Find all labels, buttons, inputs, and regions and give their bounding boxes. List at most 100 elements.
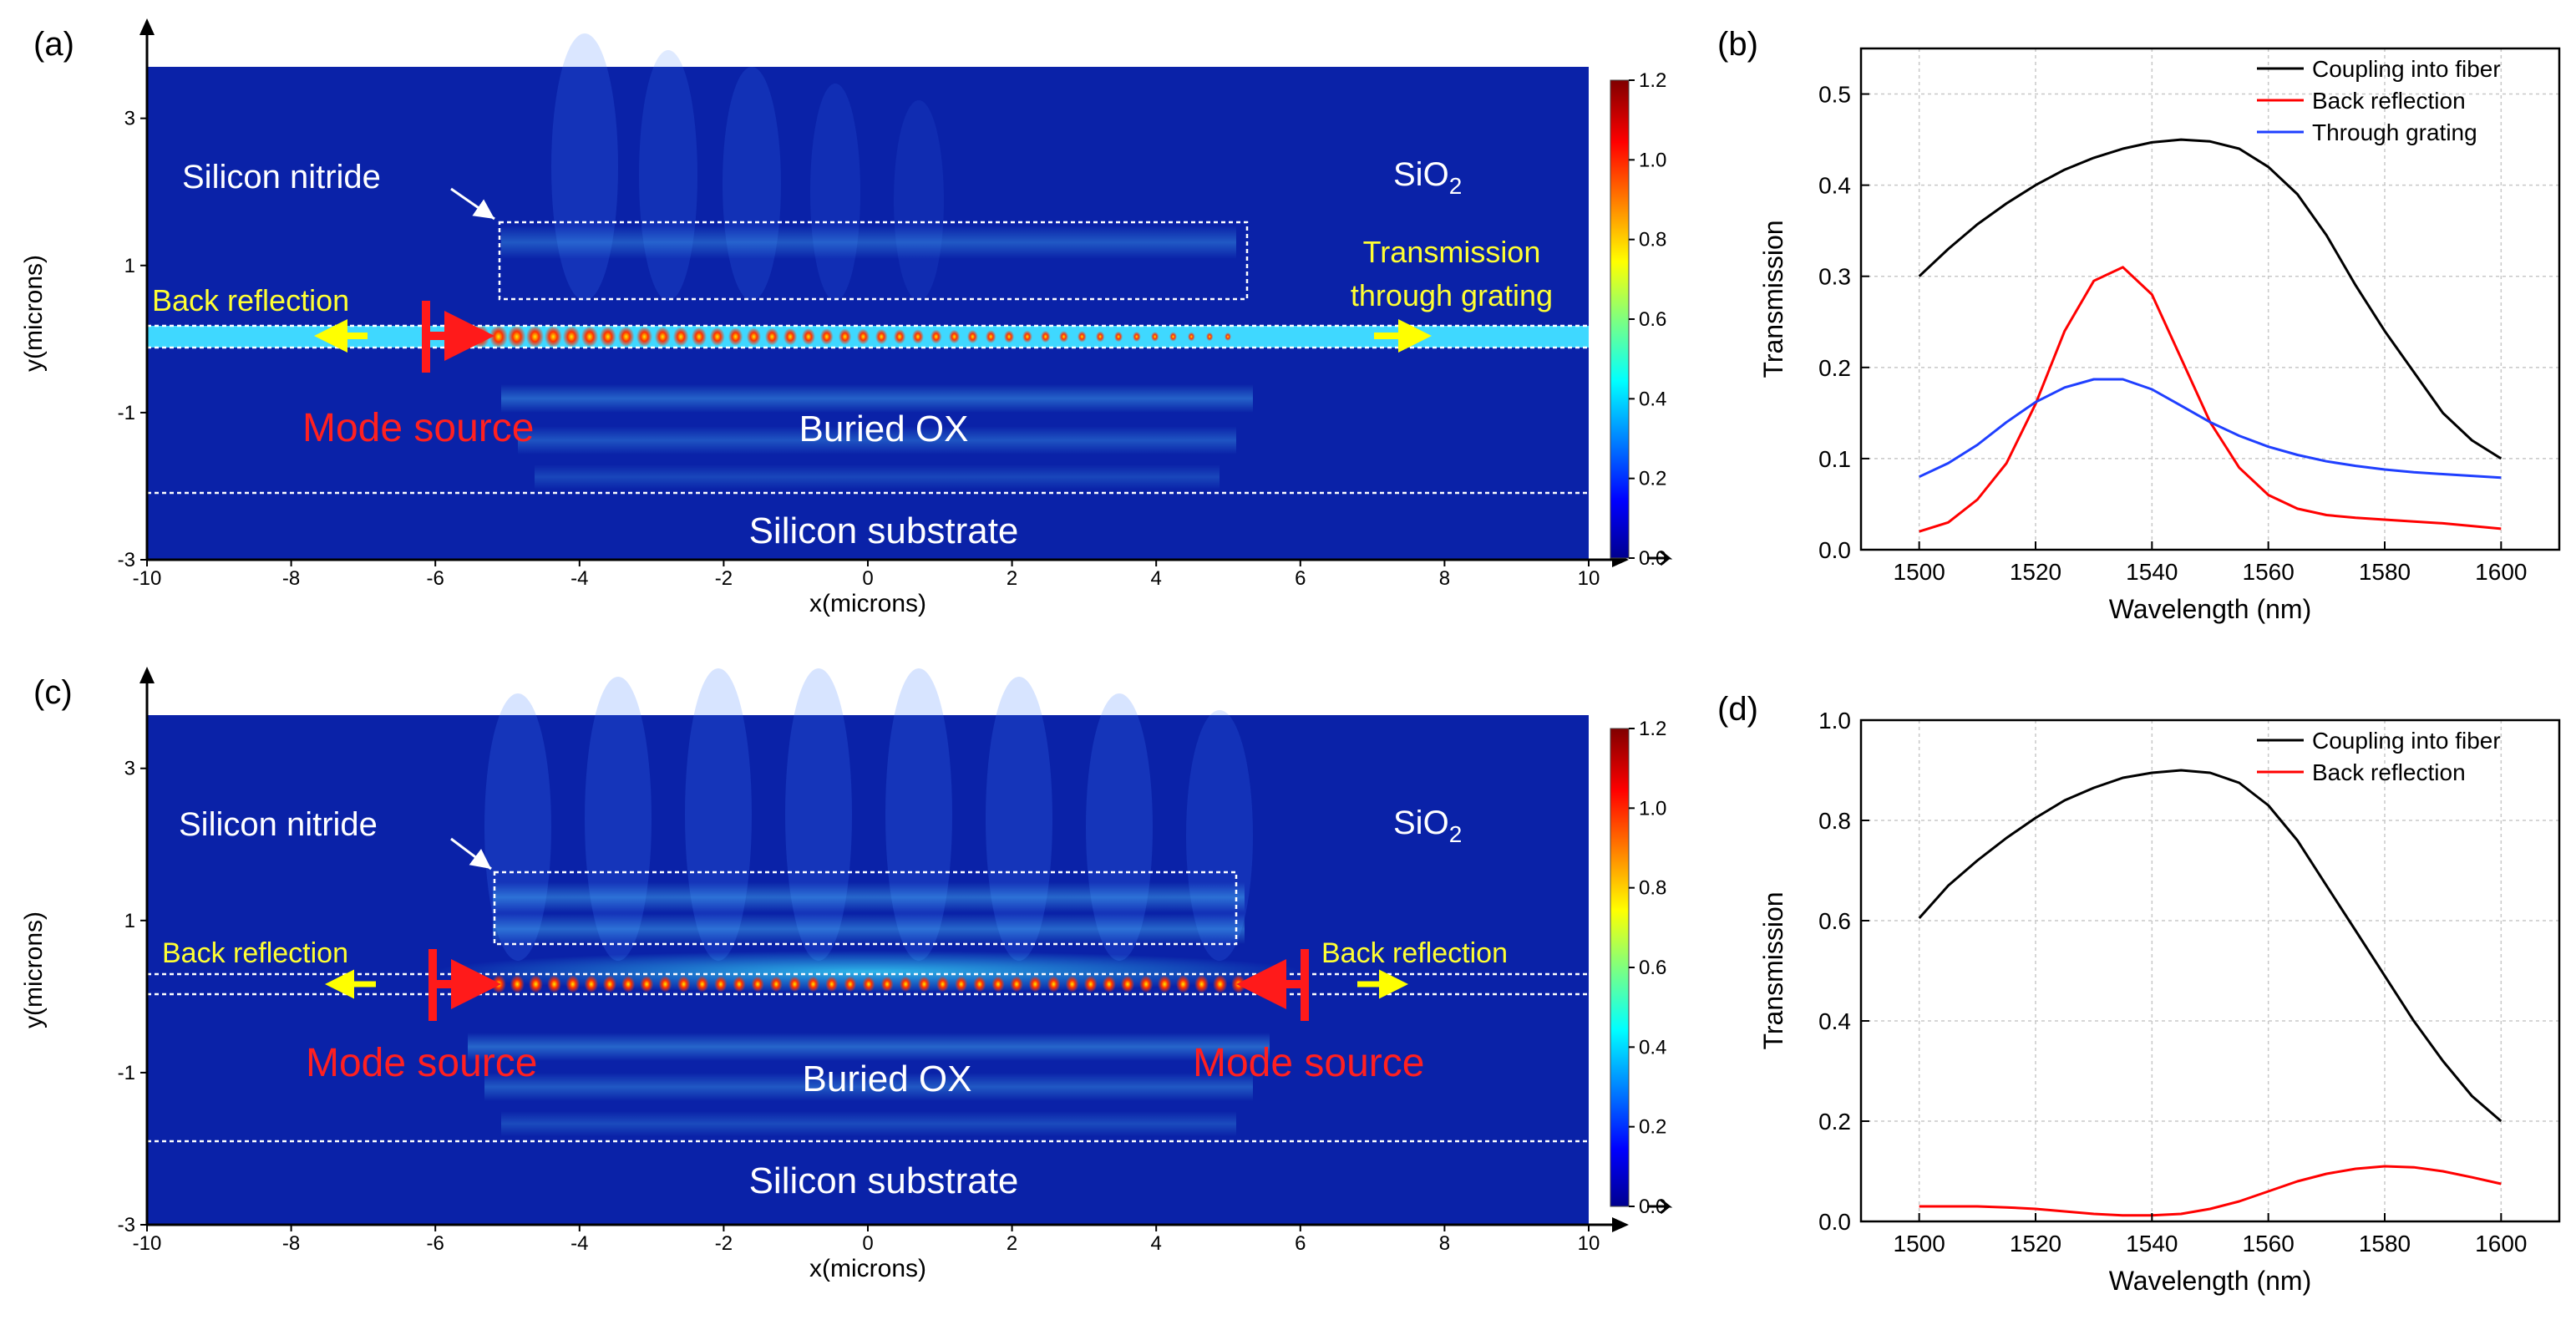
colorbar-tick-label: 1.2 [1639, 718, 1666, 740]
field-hotspot [844, 976, 857, 993]
x-tick-label: 1520 [2010, 559, 2061, 585]
nitride-pointer-a [450, 187, 495, 221]
field-hotspot [1040, 330, 1051, 343]
plot-b: 1500 1520 1540 1560 1580 1600 0.0 0.1 0.2 0.3 0.4 0… [1758, 47, 2561, 624]
field-hotspot [1095, 331, 1105, 343]
axes-a: -10 -8 -6 -4 -2 0 2 4 6 8 10 -3 -1 1 3 x(microns) y(micr… [20, 18, 1629, 617]
colorbar-c [1610, 728, 1630, 1207]
field-hotspot [955, 976, 968, 993]
y-axis-label: y(microns) [20, 911, 48, 1028]
x-tick-label: -4 [570, 1232, 588, 1255]
x-tick-label: 2 [1007, 567, 1017, 590]
field-hotspot [893, 329, 906, 344]
field-hotspot [1194, 975, 1209, 993]
field-hotspot [1187, 332, 1195, 342]
legend-entry: Coupling into fiber [2312, 728, 2501, 754]
y-tick-label: 0.0 [1818, 537, 1851, 563]
field-hotspot [691, 327, 707, 347]
field-hotspot [709, 327, 725, 347]
field-hotspot [1150, 332, 1159, 342]
plot-area [1861, 720, 2559, 1221]
x-tick-label: 6 [1295, 1232, 1306, 1255]
field-hotspot [862, 976, 875, 993]
y-tick-label: 3 [124, 758, 135, 780]
back-reflection-label-a: Back reflection [152, 283, 349, 317]
colorbar-a [1610, 79, 1630, 559]
nitride-glow-1-c [493, 882, 1245, 912]
colorbar-tick-label: 0.2 [1639, 468, 1666, 490]
field-hotspot [1010, 976, 1023, 993]
legend-entry: Back reflection [2312, 759, 2466, 785]
colorbar-tick-label: 0.6 [1639, 957, 1666, 979]
buried-ox-label-a: Buried OX [799, 409, 969, 449]
field-hotspot [636, 326, 653, 348]
substrate-label-c: Silicon substrate [749, 1160, 1019, 1201]
colorbar-tick-label: 0.4 [1639, 388, 1666, 410]
x-axis-label: x(microns) [809, 1255, 926, 1282]
y-tick-label: -3 [118, 1214, 135, 1236]
field-hotspot [547, 975, 561, 993]
nitride-label-a: Silicon nitride [182, 159, 381, 195]
field-hotspot [769, 976, 783, 993]
field-hotspot [899, 976, 912, 993]
box-glow-3-a [535, 465, 1220, 490]
box-glow-2-c [484, 1073, 1253, 1101]
field-hotspot [801, 327, 815, 346]
y-axis-label: y(microns) [20, 255, 48, 372]
y-tick-label: -3 [118, 549, 135, 571]
sio2-label-a: SiO2 [1393, 156, 1462, 199]
x-axis-label: x(microns) [809, 590, 926, 617]
field-hotspot [807, 976, 820, 993]
field-hotspot [470, 325, 490, 348]
y-tick-label: 1 [124, 255, 135, 277]
colorbar-arrow [1647, 550, 1673, 566]
y-tick-label: 0.4 [1818, 1008, 1851, 1034]
x-tick-label: -4 [570, 567, 588, 590]
field-hotspot [599, 326, 616, 348]
field-hotspot [617, 326, 635, 348]
panel-label-c: (c) [33, 674, 73, 711]
field-hotspot [714, 976, 728, 993]
y-axis-arrowhead [139, 667, 155, 683]
x-tick-label: -6 [427, 1232, 444, 1255]
field-hotspot [991, 976, 1005, 993]
nitride-glow-a [501, 226, 1236, 259]
field-hotspot [911, 329, 924, 344]
colorbar-tick-label: 1.0 [1639, 797, 1666, 820]
field-hotspot [489, 325, 508, 348]
y-axis-arrowhead [139, 18, 155, 35]
field-hotspot [1022, 330, 1032, 343]
panel-b: (b) 1500 1520 1540 1560 1580 1600 0.0 0.1 0.2 0.3… [1717, 26, 2561, 624]
field-hotspot [838, 328, 852, 345]
x-tick-label: -2 [715, 1232, 733, 1255]
box-glow-1-c [468, 1033, 1270, 1061]
back-reflection-label-left-c: Back reflection [162, 937, 348, 969]
mode-source-label-a: Mode source [302, 406, 534, 450]
x-tick-label: 10 [1578, 567, 1600, 590]
y-tick-label: 0.3 [1818, 264, 1851, 290]
y-tick-label: 0.5 [1818, 82, 1851, 108]
field-hotspot [1077, 331, 1087, 343]
plot-area [1861, 48, 2559, 550]
field-hotspot [658, 976, 672, 993]
field-hotspot [917, 976, 931, 993]
x-tick-label: -10 [133, 567, 162, 590]
field-hotspot [1169, 332, 1178, 342]
panel-a: (a) Silicon nitride SiO2 Back reflection [20, 18, 1673, 617]
y-tick-label: 0.4 [1818, 173, 1851, 199]
field-hotspot [1065, 976, 1079, 993]
nitride-glow-2-c [493, 914, 1245, 944]
field-hotspot [1205, 332, 1214, 342]
mode-source-label-left-c: Mode source [306, 1041, 537, 1085]
box-glow-3-c [501, 1111, 1236, 1136]
field-hotspot [1028, 976, 1042, 993]
field-hotspot [584, 975, 599, 993]
colorbar-tick-label: 0.2 [1639, 1116, 1666, 1139]
field-hotspot [788, 976, 801, 993]
field-hotspot [930, 329, 942, 344]
mode-source-label-right-c: Mode source [1193, 1041, 1424, 1085]
substrate-label-a: Silicon substrate [749, 510, 1019, 551]
colorbar-ticks-a: 0.00.20.40.60.81.01.2 [1629, 69, 1673, 570]
field-hotspot [510, 975, 525, 993]
